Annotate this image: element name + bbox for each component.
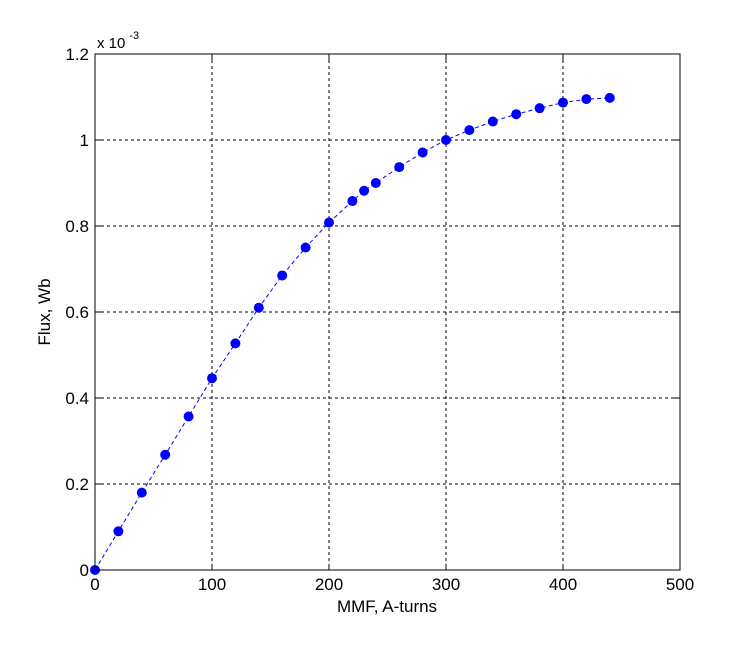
x-tick-label: 100 [198,575,226,594]
y-tick-labels: 0 0.2 0.4 0.6 0.8 1 1.2 [65,45,89,580]
data-point [511,109,522,120]
data-point [394,162,405,173]
y-multiplier: x 10 -3 [97,30,139,52]
data-point [136,487,147,498]
x-tick-label: 0 [90,575,99,594]
data-point [581,94,592,105]
data-point [113,526,124,537]
data-point [277,270,288,281]
data-point [441,135,451,145]
y-tick-label: 1 [80,131,89,150]
y-tick-label: 0.6 [65,303,89,322]
series [90,92,615,575]
x-axis-label: MMF, A-turns [337,597,437,616]
y-multiplier-exponent: -3 [129,30,139,42]
y-tick-label: 0.4 [65,389,89,408]
plot-frame [94,53,681,571]
x-tick-labels: 0 100 200 300 400 500 [90,575,694,594]
data-point [253,302,264,313]
data-point [324,217,334,228]
data-point [183,411,194,422]
x-tick-label: 200 [315,575,343,594]
data-point [534,103,545,114]
x-tick-label: 300 [432,575,460,594]
data-point [604,92,615,103]
y-tick-label: 0.2 [65,475,89,494]
data-point [370,178,381,188]
data-point [160,449,171,460]
data-point [230,338,241,349]
data-point [417,147,428,158]
x-tick-label: 500 [666,575,694,594]
data-point [359,185,370,196]
y-tick-label: 0.8 [65,217,89,236]
data-point [487,116,498,127]
data-point [300,242,311,253]
y-tick-label: 0 [80,561,89,580]
data-point [347,196,358,207]
x-tick-label: 400 [549,575,577,594]
y-multiplier-base: x 10 [97,35,125,52]
data-point [464,125,475,136]
y-axis-label: Flux, Wb [35,278,54,345]
plot-area [95,54,680,570]
data-point [207,373,217,384]
y-tick-label: 1.2 [65,45,89,64]
data-point [558,97,568,108]
